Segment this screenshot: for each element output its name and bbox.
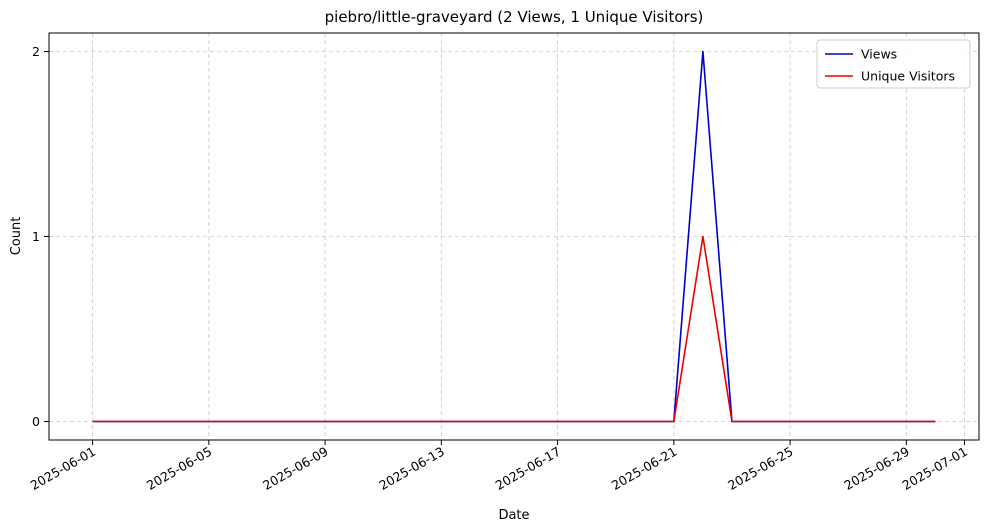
x-tick-label: 2025-06-09 [260,444,330,493]
x-axis-label: Date [498,508,529,523]
grid [49,33,979,440]
x-tick-label: 2025-06-25 [725,444,795,493]
x-axis-ticks: 2025-06-01 2025-06-05 2025-06-09 2025-06-13… [28,440,970,493]
series-lines [92,50,936,423]
x-tick-label: 2025-07-01 [900,444,970,493]
y-tick-label: 1 [32,229,40,244]
x-tick-label: 2025-06-21 [609,444,679,493]
y-axis-label: Count [9,217,24,256]
x-tick-label: 2025-06-13 [376,444,446,493]
x-tick-label: 2025-06-29 [841,444,911,493]
x-tick-label: 2025-06-01 [28,444,98,493]
chart-title: piebro/little-graveyard (2 Views, 1 Uniq… [325,8,704,26]
y-axis-ticks: 0 1 2 [32,44,49,429]
legend-entry: Views [861,47,897,62]
y-tick-label: 0 [32,414,40,429]
series-line-unique-visitors [92,235,936,423]
legend-entry: Unique Visitors [861,69,955,84]
y-tick-label: 2 [32,44,40,59]
legend-box [816,39,971,89]
x-tick-label: 2025-06-05 [144,444,214,493]
legend: Views Unique Visitors [816,39,971,89]
x-tick-label: 2025-06-17 [493,444,563,493]
